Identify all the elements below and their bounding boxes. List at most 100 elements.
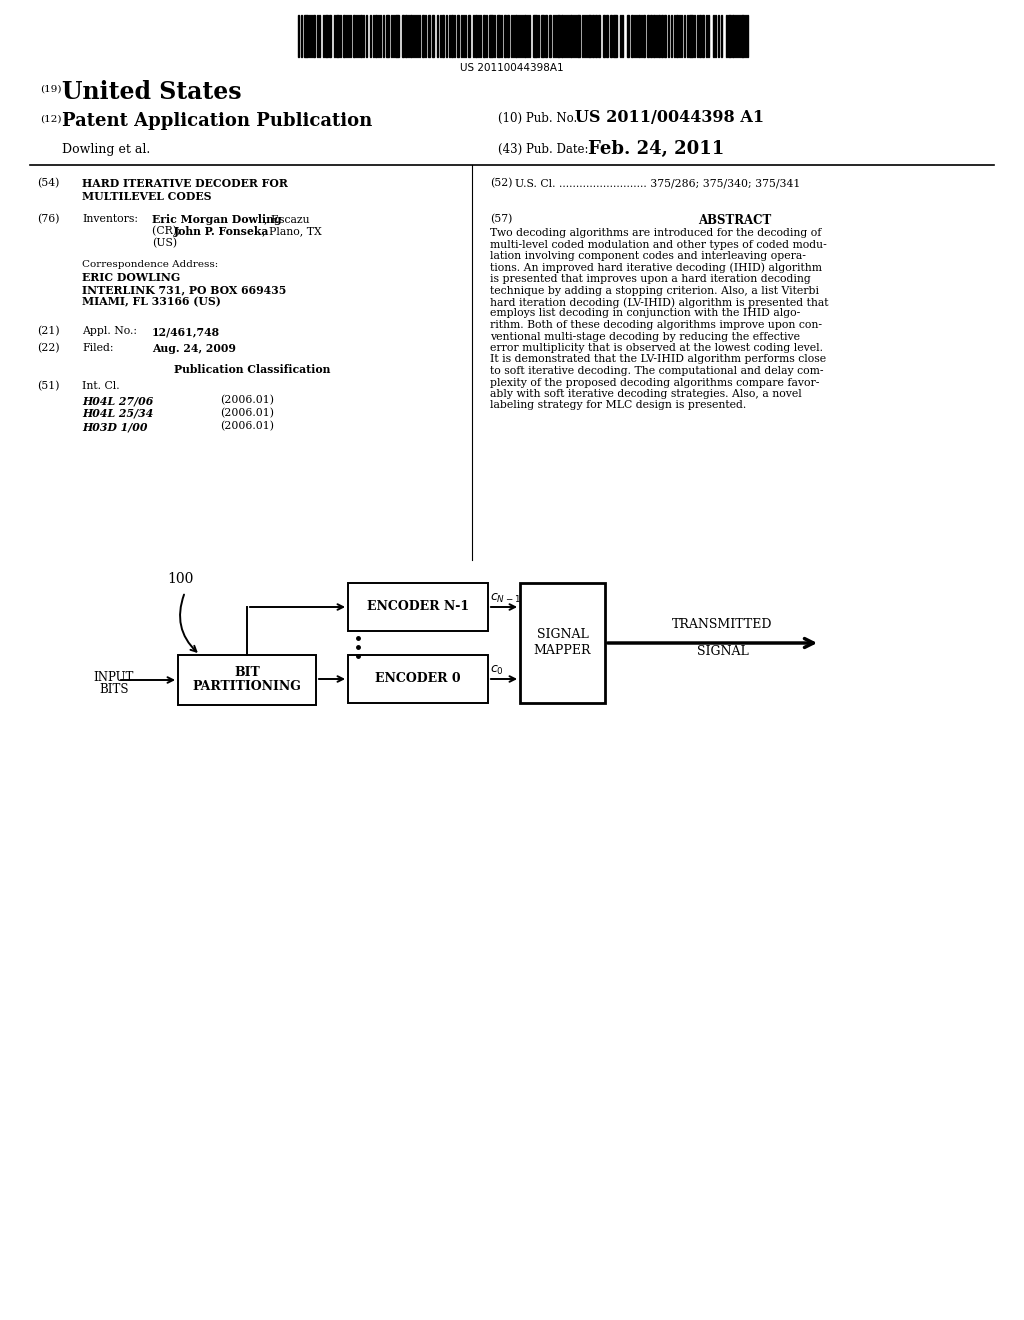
Text: (57): (57) [490,214,512,224]
Bar [348,583,488,631]
Text: It is demonstrated that the LV-IHID algorithm performs close: It is demonstrated that the LV-IHID algo… [490,355,826,364]
Text: plexity of the proposed decoding algorithms compare favor-: plexity of the proposed decoding algorit… [490,378,819,388]
Text: (12): (12) [40,115,61,124]
Bar [603,15,605,57]
Text: Filed:: Filed: [82,343,114,352]
Text: (CR);: (CR); [152,226,184,236]
Text: SIGNAL: SIGNAL [537,628,589,642]
Bar [395,15,399,57]
Text: BITS: BITS [99,682,129,696]
Text: (10) Pub. No.:: (10) Pub. No.: [498,112,582,125]
Text: Int. Cl.: Int. Cl. [82,381,120,391]
Text: ably with soft iterative decoding strategies. Also, a novel: ably with soft iterative decoding strate… [490,389,802,399]
Text: (54): (54) [37,178,59,189]
Bar [664,15,666,57]
Text: , Escazu: , Escazu [264,214,309,224]
Bar [507,15,509,57]
Bar [348,655,488,704]
Text: ABSTRACT: ABSTRACT [698,214,772,227]
Text: 12/461,748: 12/461,748 [152,326,220,337]
Text: rithm. Both of these decoding algorithms improve upon con-: rithm. Both of these decoding algorithms… [490,319,822,330]
Bar [643,15,645,57]
Text: (76): (76) [37,214,59,224]
Bar [468,15,470,57]
Bar [577,15,580,57]
Text: Correspondence Address:: Correspondence Address: [82,260,218,269]
Text: $c_0$: $c_0$ [490,664,504,677]
Text: MAPPER: MAPPER [534,644,591,657]
Bar [451,15,453,57]
Text: technique by adding a stopping criterion. Also, a list Viterbi: technique by adding a stopping criterion… [490,285,819,296]
Text: (52): (52) [490,178,512,189]
Text: lation involving component codes and interleaving opera-: lation involving component codes and int… [490,251,806,261]
Text: H03D 1/00: H03D 1/00 [82,421,147,432]
Bar [343,15,345,57]
Text: Inventors:: Inventors: [82,214,138,224]
Text: United States: United States [62,81,242,104]
Bar [534,15,537,57]
Bar [515,15,517,57]
Bar [613,15,617,57]
Text: multi-level coded modulation and other types of coded modu-: multi-level coded modulation and other t… [490,239,826,249]
Text: SIGNAL: SIGNAL [696,645,749,657]
Text: Dowling et al.: Dowling et al. [62,143,151,156]
Bar [676,15,678,57]
Text: US 20110044398A1: US 20110044398A1 [460,63,564,73]
Text: (51): (51) [37,381,59,391]
Bar [432,15,434,57]
Bar [489,15,493,57]
Bar [650,15,652,57]
Text: Two decoding algorithms are introduced for the decoding of: Two decoding algorithms are introduced f… [490,228,821,238]
Bar [386,15,389,57]
Text: (2006.01): (2006.01) [220,395,274,405]
Text: hard iteration decoding (LV-IHID) algorithm is presented that: hard iteration decoding (LV-IHID) algori… [490,297,828,308]
Text: H04L 25/34: H04L 25/34 [82,408,154,418]
Text: HARD ITERATIVE DECODER FOR: HARD ITERATIVE DECODER FOR [82,178,288,189]
Bar [406,15,407,57]
Bar [638,15,640,57]
Text: is presented that improves upon a hard iteration decoding: is presented that improves upon a hard i… [490,275,811,284]
Text: INPUT: INPUT [94,671,134,684]
Bar [329,15,331,57]
Bar [497,15,500,57]
Bar [483,15,485,57]
Text: Feb. 24, 2011: Feb. 24, 2011 [588,140,724,158]
Bar [741,15,744,57]
Bar [504,15,506,57]
Text: ENCODER N-1: ENCODER N-1 [367,601,469,614]
Text: employs list decoding in conjunction with the IHID algo-: employs list decoding in conjunction wit… [490,309,800,318]
Bar [336,15,339,57]
Text: tions. An improved hard iterative decoding (IHID) algorithm: tions. An improved hard iterative decodi… [490,263,822,273]
Text: (2006.01): (2006.01) [220,421,274,432]
Bar [410,15,412,57]
Bar [360,15,362,57]
Text: TRANSMITTED: TRANSMITTED [672,618,773,631]
Bar [541,15,544,57]
Text: John P. Fonseka: John P. Fonseka [174,226,269,238]
Bar [647,15,649,57]
Text: (US): (US) [152,238,177,248]
Text: Eric Morgan Dowling: Eric Morgan Dowling [152,214,282,224]
Text: US 2011/0044398 A1: US 2011/0044398 A1 [575,110,764,125]
Bar [610,15,612,57]
Text: U.S. Cl. .......................... 375/286; 375/340; 375/341: U.S. Cl. .......................... 375/… [515,178,801,187]
Text: MULTILEVEL CODES: MULTILEVEL CODES [82,191,212,202]
Bar [353,15,355,57]
Bar [520,583,605,704]
Bar [689,15,693,57]
Bar [475,15,477,57]
Bar [598,15,600,57]
Bar [662,15,663,57]
Text: $c_{N-1}$: $c_{N-1}$ [490,591,521,605]
Bar [658,15,660,57]
Text: PARTITIONING: PARTITIONING [193,681,301,693]
Text: ENCODER 0: ENCODER 0 [375,672,461,685]
Bar [653,15,655,57]
Text: BIT: BIT [234,667,260,680]
Text: Appl. No.:: Appl. No.: [82,326,137,337]
Text: INTERLINK 731, PO BOX 669435: INTERLINK 731, PO BOX 669435 [82,284,287,294]
Text: H04L 27/06: H04L 27/06 [82,395,154,407]
Text: (19): (19) [40,84,61,94]
Bar [595,15,597,57]
Bar [728,15,731,57]
